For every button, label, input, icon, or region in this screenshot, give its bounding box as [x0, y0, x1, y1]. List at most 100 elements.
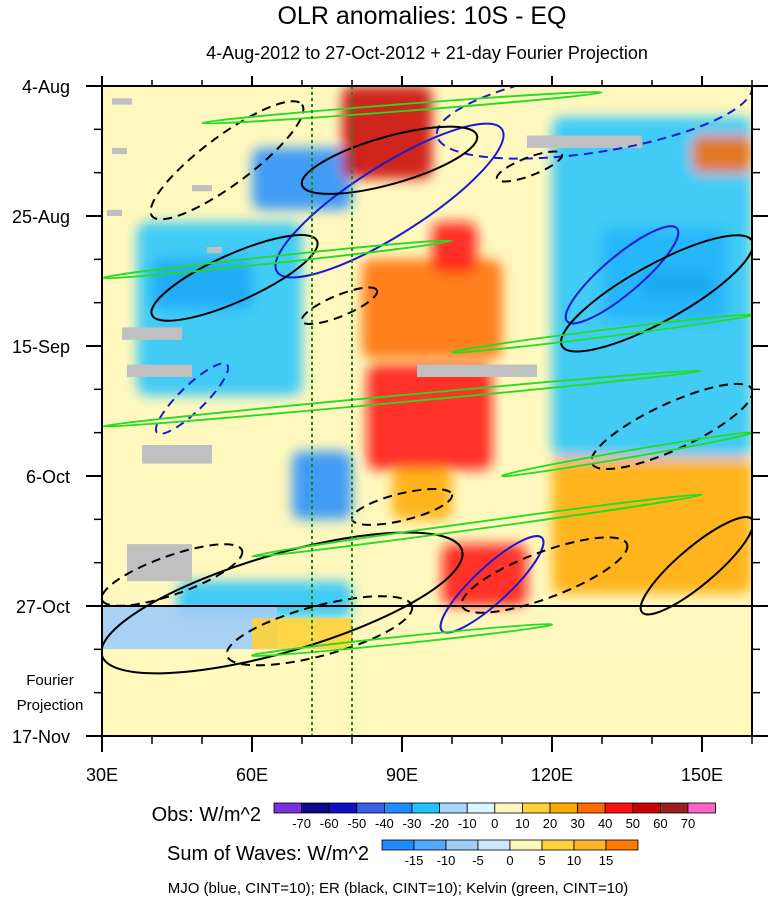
- obs-colorbar-level-label: -20: [430, 816, 449, 831]
- obs-colorbar-swatch: [549, 802, 579, 814]
- waves-colorbar-swatch: [445, 839, 479, 851]
- waves-colorbar-swatch: [541, 839, 575, 851]
- obs-colorbar-swatch: [577, 802, 606, 814]
- obs-colorbar: -70 -60 -50 -40 -30 -20 -10 0 10 20 30 40 50 60 70: [273, 802, 717, 831]
- missing-data-segment: [122, 327, 182, 340]
- mjo-contour: [274, 122, 505, 279]
- waves-colorbar-swatch: [605, 839, 639, 851]
- waves-colorbar-level-label: 5: [538, 853, 545, 868]
- anomaly-region: [367, 364, 492, 470]
- mjo-contour: [564, 225, 680, 325]
- waves-colorbar-swatch: [381, 839, 415, 851]
- x-tick-label: 60E: [236, 765, 268, 785]
- kelvin-contour: [201, 90, 603, 125]
- obs-colorbar-level-label: -10: [458, 816, 477, 831]
- obs-colorbar-swatch: [439, 802, 468, 814]
- obs-colorbar-level-label: -60: [320, 816, 339, 831]
- obs-colorbar-level-label: 40: [598, 816, 612, 831]
- missing-data-segment: [527, 135, 642, 148]
- anomaly-region: [392, 469, 452, 520]
- missing-data-segment: [192, 185, 212, 192]
- waves-colorbar-level-label: 0: [506, 853, 513, 868]
- kelvin-contour: [251, 493, 703, 558]
- x-tick-label: 30E: [86, 765, 118, 785]
- waves-colorbar-label: Sum of Waves: W/m^2: [167, 843, 369, 865]
- contour-legend-footer: MJO (blue, CINT=10); ER (black, CINT=10)…: [168, 880, 629, 897]
- obs-colorbar-swatch: [411, 802, 441, 814]
- waves-colorbar-swatch: [477, 839, 511, 851]
- er-contour: [300, 125, 479, 195]
- obs-colorbar-level-label: 30: [570, 816, 584, 831]
- obs-colorbar-swatch: [494, 802, 523, 814]
- mjo-contour: [435, 86, 752, 160]
- projection-wave-region: [102, 649, 752, 736]
- obs-colorbar-level-label: 70: [681, 816, 695, 831]
- obs-colorbar-level-label: -40: [375, 816, 394, 831]
- anomaly-region: [432, 222, 477, 272]
- obs-colorbar-swatch: [687, 802, 717, 814]
- missing-data-segment: [417, 364, 537, 377]
- obs-colorbar-swatch: [301, 802, 330, 814]
- missing-data-segment: [112, 147, 127, 155]
- obs-colorbar-level-label: -70: [292, 816, 311, 831]
- obs-colorbar-swatch: [466, 802, 496, 814]
- missing-data-segment: [207, 246, 222, 254]
- kelvin-contour: [102, 369, 703, 428]
- waves-colorbar: -15 -10 -5 0 5 10 15: [381, 839, 639, 868]
- waves-colorbar-level-label: 15: [599, 853, 613, 868]
- anomaly-region: [362, 259, 502, 359]
- waves-colorbar-swatch: [413, 839, 447, 851]
- y-tick-label: 17-Nov: [12, 727, 70, 747]
- obs-colorbar-swatch: [383, 802, 413, 814]
- kelvin-contour: [501, 431, 752, 478]
- obs-colorbar-swatch: [328, 802, 358, 814]
- missing-data-segment: [127, 364, 192, 377]
- er-contour: [150, 234, 319, 322]
- er-contour: [300, 286, 379, 326]
- er-contour: [460, 536, 629, 614]
- plot-area: [101, 85, 753, 737]
- missing-data-segment: [107, 209, 122, 216]
- obs-colorbar-swatch: [356, 802, 385, 814]
- anomaly-region: [342, 86, 432, 179]
- projection-label-line2: Projection: [17, 697, 84, 714]
- y-axis: 4-Aug 25-Aug 15-Sep 6-Oct 27-Oct 17-Nov: [12, 77, 768, 747]
- waves-colorbar-level-label: -10: [437, 853, 456, 868]
- y-tick-label: 15-Sep: [12, 337, 70, 357]
- obs-anomaly-shapes: [137, 86, 752, 619]
- obs-colorbar-level-label: 10: [515, 816, 529, 831]
- obs-colorbar-level-label: 20: [543, 816, 557, 831]
- mjo-contours: [154, 86, 752, 634]
- obs-colorbar-swatch: [273, 802, 303, 814]
- anomaly-shading: [102, 86, 752, 736]
- obs-colorbar-swatch: [632, 802, 661, 814]
- y-tick-label: 27-Oct: [16, 597, 70, 617]
- obs-colorbar-swatch: [604, 802, 634, 814]
- missing-data: [107, 98, 642, 582]
- waves-colorbar-swatch: [573, 839, 607, 851]
- obs-colorbar-swatch: [660, 802, 689, 814]
- projection-wave-region: [102, 606, 277, 650]
- y-tick-label: 25-Aug: [12, 207, 70, 227]
- x-tick-label: 120E: [531, 765, 573, 785]
- obs-colorbar-level-label: 60: [653, 816, 667, 831]
- projection-label-line1: Fourier: [26, 672, 74, 689]
- missing-data-segment: [127, 544, 192, 582]
- anomaly-region: [692, 135, 752, 173]
- x-axis: 30E 60E 90E 120E 150E: [86, 76, 753, 785]
- anomaly-region: [552, 457, 752, 594]
- mjo-contour: [439, 535, 545, 634]
- obs-colorbar-swatch: [522, 802, 551, 814]
- plot-frame: [101, 85, 753, 737]
- anomaly-region: [552, 116, 752, 458]
- obs-colorbar-level-label: -50: [347, 816, 366, 831]
- er-contour: [102, 543, 244, 607]
- anomaly-region: [292, 451, 352, 520]
- anomaly-region: [442, 544, 527, 606]
- obs-colorbar-level-label: -30: [403, 816, 422, 831]
- mjo-contour: [154, 362, 230, 435]
- x-tick-label: 150E: [681, 765, 723, 785]
- kelvin-contour: [251, 623, 553, 657]
- obs-colorbar-level-label: 50: [626, 816, 640, 831]
